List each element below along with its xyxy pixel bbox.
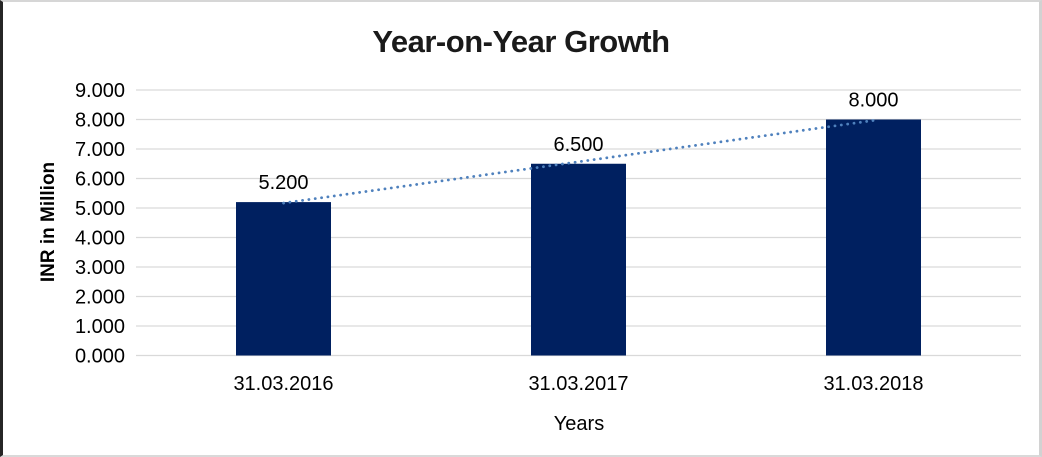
- bar-data-label: 6.500: [553, 134, 603, 156]
- y-tick-label: 9.000: [75, 80, 125, 102]
- x-axis-title: Years: [553, 413, 605, 435]
- bar[interactable]: [236, 202, 331, 356]
- chart-title: Year-on-Year Growth: [372, 24, 670, 59]
- y-tick-label: 2.000: [75, 287, 125, 309]
- y-tick-label: 8.000: [75, 110, 125, 132]
- y-tick-label: 7.000: [75, 139, 125, 161]
- y-tick-label: 1.000: [75, 316, 125, 338]
- bar[interactable]: [531, 163, 626, 356]
- y-tick-label: 0.000: [75, 346, 125, 368]
- y-tick-label: 6.000: [75, 169, 125, 191]
- bar[interactable]: [826, 119, 921, 356]
- x-tick-label: 31.03.2018: [823, 373, 923, 395]
- y-tick-label: 3.000: [75, 257, 125, 279]
- bar-data-label: 8.000: [848, 90, 898, 112]
- y-tick-label: 5.000: [75, 198, 125, 220]
- bar-data-label: 5.200: [258, 172, 308, 194]
- x-tick-label: 31.03.2016: [233, 373, 333, 395]
- y-tick-label: 4.000: [75, 228, 125, 250]
- x-tick-label: 31.03.2017: [528, 373, 628, 395]
- bar-chart-plot: 0.000 1.000 2.000 3.000 4.000 5.000 6.000 7.000…: [75, 80, 1021, 395]
